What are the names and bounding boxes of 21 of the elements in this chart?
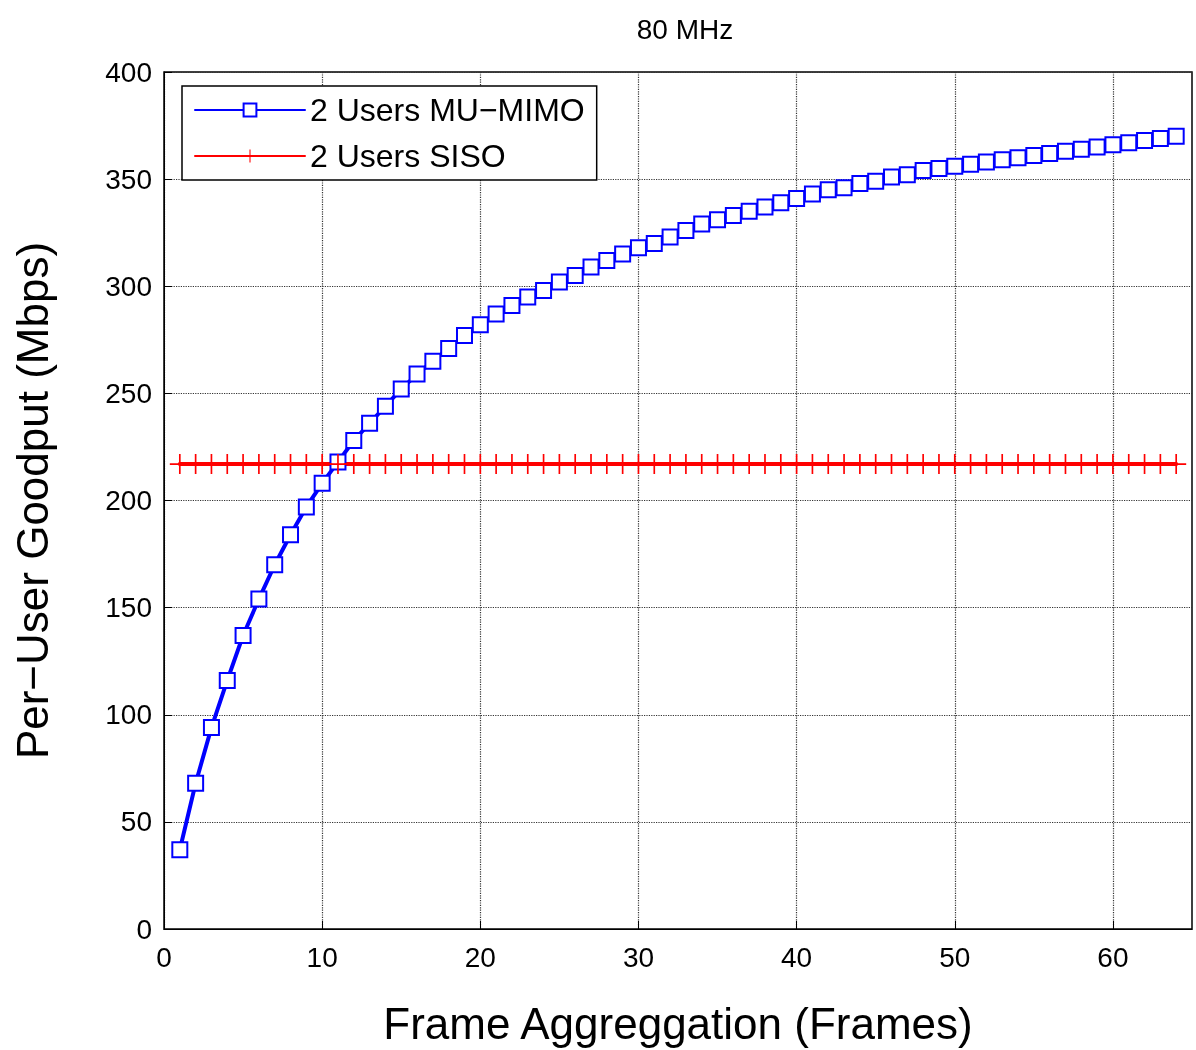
y-tick-label: 250 [105, 377, 152, 409]
y-tick-label: 300 [105, 270, 152, 302]
legend-label: 2 Users MU−MIMO [310, 92, 585, 128]
x-tick-label: 50 [939, 941, 971, 973]
x-tick-label: 20 [464, 941, 496, 973]
chart-title: 80 MHz [636, 13, 734, 45]
y-tick-label: 50 [120, 806, 152, 838]
y-tick-label: 400 [105, 56, 152, 88]
x-tick-label: 10 [306, 941, 338, 973]
y-tick-label: 350 [105, 163, 152, 195]
x-tick-label: 0 [156, 941, 172, 973]
y-tick-label: 200 [105, 485, 152, 516]
legend-label: 2 Users SISO [310, 138, 506, 174]
y-tick-label: 0 [136, 913, 152, 945]
x-axis-title: Frame Aggreggation (Frames) [383, 998, 973, 1048]
y-axis-title: Per−User Goodput (Mbps) [7, 241, 57, 760]
y-tick-label: 100 [105, 699, 152, 731]
y-tick-label: 150 [105, 592, 152, 624]
x-tick-label: 40 [781, 941, 813, 973]
x-tick-label: 60 [1097, 941, 1129, 973]
x-tick-label: 30 [622, 941, 655, 973]
